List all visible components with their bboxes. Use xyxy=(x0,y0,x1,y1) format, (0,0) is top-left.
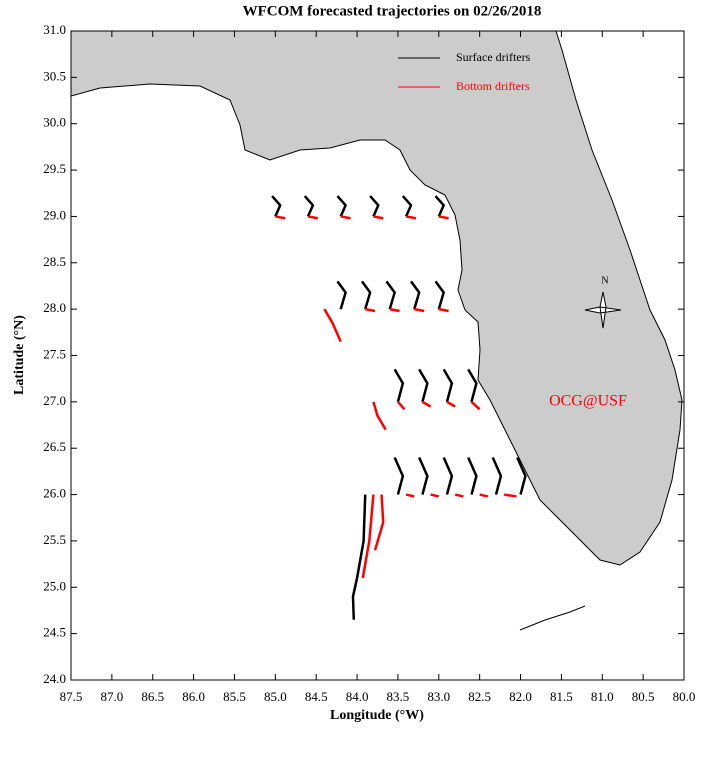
trajectory xyxy=(389,307,400,313)
y-tick-label: 28.0 xyxy=(43,300,66,315)
compass-star xyxy=(584,291,622,329)
y-tick-label: 29.5 xyxy=(43,161,66,176)
y-tick-label: 26.5 xyxy=(43,439,66,454)
land-layer xyxy=(71,31,683,631)
x-tick-label: 85.5 xyxy=(223,689,246,704)
trajectory xyxy=(373,494,385,551)
trajectory xyxy=(372,401,387,431)
x-tick-label: 84.5 xyxy=(305,689,328,704)
trajectory xyxy=(351,494,367,620)
x-axis-label: Longitude (°W) xyxy=(330,708,424,723)
trajectory xyxy=(516,456,527,495)
trajectory xyxy=(365,307,376,313)
trajectory xyxy=(396,401,406,411)
trajectory xyxy=(438,307,449,313)
trajectory xyxy=(446,400,456,408)
trajectory xyxy=(405,493,415,498)
trajectory xyxy=(438,215,449,220)
trajectory xyxy=(434,195,445,217)
trajectory xyxy=(503,493,517,498)
y-tick-label: 31.0 xyxy=(43,22,66,37)
trajectory xyxy=(421,400,432,408)
trajectory xyxy=(393,456,405,495)
trajectory xyxy=(369,195,380,217)
y-tick-label: 30.0 xyxy=(43,115,66,130)
y-tick-label: 27.0 xyxy=(43,393,66,408)
x-tick-label: 81.0 xyxy=(591,689,614,704)
y-tick-label: 29.0 xyxy=(43,207,66,222)
trajectory xyxy=(323,308,342,343)
trajectory xyxy=(401,195,413,217)
x-tick-label: 86.5 xyxy=(141,689,164,704)
x-tick-label: 85.0 xyxy=(264,689,287,704)
trajectory xyxy=(479,493,489,498)
trajectory xyxy=(491,456,503,495)
trajectory xyxy=(336,195,347,217)
legend-label: Surface drifters xyxy=(456,50,531,64)
trajectory xyxy=(373,215,384,220)
trajectory xyxy=(467,368,478,403)
trajectory xyxy=(410,280,421,310)
legend-label: Bottom drifters xyxy=(456,79,530,93)
trajectory xyxy=(303,195,315,217)
y-axis-label: Latitude (°N) xyxy=(12,315,27,395)
compass-label: N xyxy=(601,275,608,286)
trajectory xyxy=(430,493,440,498)
trajectory xyxy=(418,456,429,495)
y-tick-label: 27.5 xyxy=(43,346,66,361)
x-tick-label: 87.5 xyxy=(60,689,83,704)
compass-rose: N xyxy=(584,275,622,329)
y-tick-label: 26.0 xyxy=(43,486,66,501)
y-tick-label: 24.0 xyxy=(43,671,66,686)
trajectory xyxy=(340,215,351,220)
x-tick-label: 84.0 xyxy=(346,689,369,704)
y-tick-label: 28.5 xyxy=(43,254,66,269)
legend: Surface drifters Bottom drifters xyxy=(398,50,531,93)
trajectory xyxy=(434,280,445,310)
x-tick-label: 80.5 xyxy=(632,689,655,704)
trajectory xyxy=(307,215,319,220)
trajectory xyxy=(442,368,454,403)
y-tick-label: 24.5 xyxy=(43,625,66,640)
florida-land xyxy=(71,31,683,566)
trajectory xyxy=(470,400,481,411)
trajectory xyxy=(418,368,429,403)
x-tick-label: 81.5 xyxy=(550,689,573,704)
trajectory xyxy=(271,195,282,217)
trajectory xyxy=(467,456,478,495)
trajectory xyxy=(361,494,375,579)
x-tick-label: 80.0 xyxy=(673,689,696,704)
x-tick-label: 82.5 xyxy=(468,689,491,704)
y-tick-label: 25.0 xyxy=(43,578,66,593)
trajectory xyxy=(336,280,347,310)
x-tick-label: 87.0 xyxy=(100,689,123,704)
y-tick-label: 25.5 xyxy=(43,532,66,547)
annotation: OCG@USF xyxy=(549,393,627,410)
x-tick-label: 83.5 xyxy=(387,689,410,704)
chart-title: WFCOM forecasted trajectories on 02/26/2… xyxy=(243,3,542,19)
trajectory xyxy=(393,368,405,403)
trajectory xyxy=(385,280,396,310)
trajectory xyxy=(360,280,372,310)
trajectory xyxy=(405,215,417,220)
trajectory xyxy=(275,215,286,220)
x-tick-label: 82.0 xyxy=(509,689,532,704)
x-tick-label: 83.0 xyxy=(427,689,450,704)
trajectory xyxy=(414,307,425,313)
x-tick-label: 86.0 xyxy=(182,689,205,704)
trajectory xyxy=(442,456,454,495)
y-tick-label: 30.5 xyxy=(43,68,66,83)
keys xyxy=(519,605,586,631)
trajectory xyxy=(454,493,464,498)
